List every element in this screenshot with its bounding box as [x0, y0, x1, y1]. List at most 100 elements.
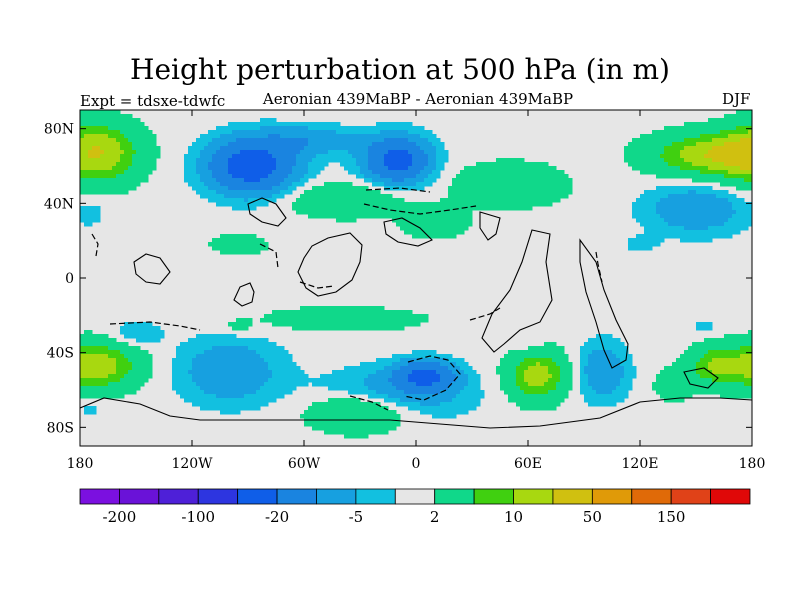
anomaly-cell	[360, 126, 365, 131]
anomaly-cell	[228, 238, 233, 243]
anomaly-cell	[676, 230, 681, 235]
anomaly-cell	[300, 310, 305, 315]
anomaly-cell	[396, 318, 401, 323]
anomaly-cell	[272, 162, 277, 167]
anomaly-cell	[736, 334, 741, 339]
anomaly-cell	[464, 206, 469, 211]
anomaly-cell	[748, 354, 752, 359]
anomaly-cell	[384, 366, 389, 371]
anomaly-cell	[104, 362, 109, 367]
anomaly-cell	[312, 314, 317, 319]
anomaly-cell	[720, 166, 725, 171]
anomaly-cell	[588, 382, 593, 387]
anomaly-cell	[104, 186, 109, 191]
anomaly-cell	[436, 370, 441, 375]
anomaly-cell	[256, 130, 261, 135]
anomaly-cell	[268, 190, 273, 195]
anomaly-cell	[544, 374, 549, 379]
anomaly-cell	[640, 222, 645, 227]
anomaly-cell	[320, 138, 325, 143]
anomaly-cell	[708, 138, 713, 143]
anomaly-cell	[352, 382, 357, 387]
anomaly-cell	[124, 370, 129, 375]
anomaly-cell	[640, 154, 645, 159]
anomaly-cell	[404, 174, 409, 179]
anomaly-cell	[696, 162, 701, 167]
anomaly-cell	[224, 170, 229, 175]
anomaly-cell	[748, 150, 752, 155]
anomaly-cell	[360, 130, 365, 135]
anomaly-cell	[224, 374, 229, 379]
anomaly-cell	[652, 218, 657, 223]
anomaly-cell	[424, 182, 429, 187]
anomaly-cell	[668, 234, 673, 239]
anomaly-cell	[188, 170, 193, 175]
anomaly-cell	[104, 134, 109, 139]
anomaly-cell	[708, 150, 713, 155]
anomaly-cell	[460, 190, 465, 195]
anomaly-cell	[644, 238, 649, 243]
anomaly-cell	[676, 130, 681, 135]
anomaly-cell	[660, 154, 665, 159]
anomaly-cell	[216, 242, 221, 247]
anomaly-cell	[144, 126, 149, 131]
anomaly-cell	[348, 322, 353, 327]
anomaly-cell	[244, 134, 249, 139]
anomaly-cell	[256, 150, 261, 155]
anomaly-cell	[248, 234, 253, 239]
anomaly-cell	[676, 166, 681, 171]
anomaly-cell	[224, 386, 229, 391]
anomaly-cell	[248, 198, 253, 203]
anomaly-cell	[384, 382, 389, 387]
anomaly-cell	[716, 130, 721, 135]
anomaly-cell	[724, 166, 729, 171]
anomaly-cell	[428, 206, 433, 211]
anomaly-cell	[692, 342, 697, 347]
anomaly-cell	[144, 178, 149, 183]
anomaly-cell	[112, 130, 117, 135]
anomaly-cell	[448, 374, 453, 379]
anomaly-cell	[184, 170, 189, 175]
anomaly-cell	[556, 170, 561, 175]
anomaly-cell	[468, 374, 473, 379]
anomaly-cell	[456, 366, 461, 371]
anomaly-cell	[704, 210, 709, 215]
anomaly-cell	[312, 122, 317, 127]
anomaly-cell	[236, 178, 241, 183]
anomaly-cell	[276, 146, 281, 151]
anomaly-cell	[204, 150, 209, 155]
anomaly-cell	[712, 178, 717, 183]
anomaly-cell	[692, 354, 697, 359]
anomaly-cell	[448, 222, 453, 227]
anomaly-cell	[224, 342, 229, 347]
anomaly-cell	[704, 146, 709, 151]
anomaly-cell	[140, 366, 145, 371]
anomaly-cell	[692, 218, 697, 223]
anomaly-cell	[200, 382, 205, 387]
anomaly-cell	[384, 210, 389, 215]
anomaly-cell	[228, 158, 233, 163]
anomaly-cell	[328, 386, 333, 391]
anomaly-cell	[672, 162, 677, 167]
anomaly-cell	[336, 198, 341, 203]
anomaly-cell	[112, 346, 117, 351]
anomaly-cell	[296, 178, 301, 183]
anomaly-cell	[376, 158, 381, 163]
anomaly-cell	[300, 162, 305, 167]
anomaly-cell	[132, 334, 137, 339]
anomaly-cell	[136, 158, 141, 163]
anomaly-cell	[348, 382, 353, 387]
anomaly-cell	[232, 134, 237, 139]
anomaly-cell	[456, 362, 461, 367]
anomaly-cell	[676, 226, 681, 231]
anomaly-cell	[684, 378, 689, 383]
anomaly-cell	[192, 386, 197, 391]
anomaly-cell	[232, 338, 237, 343]
anomaly-cell	[696, 218, 701, 223]
anomaly-cell	[144, 334, 149, 339]
anomaly-cell	[436, 354, 441, 359]
anomaly-cell	[448, 214, 453, 219]
anomaly-cell	[116, 358, 121, 363]
anomaly-cell	[480, 170, 485, 175]
anomaly-cell	[456, 194, 461, 199]
